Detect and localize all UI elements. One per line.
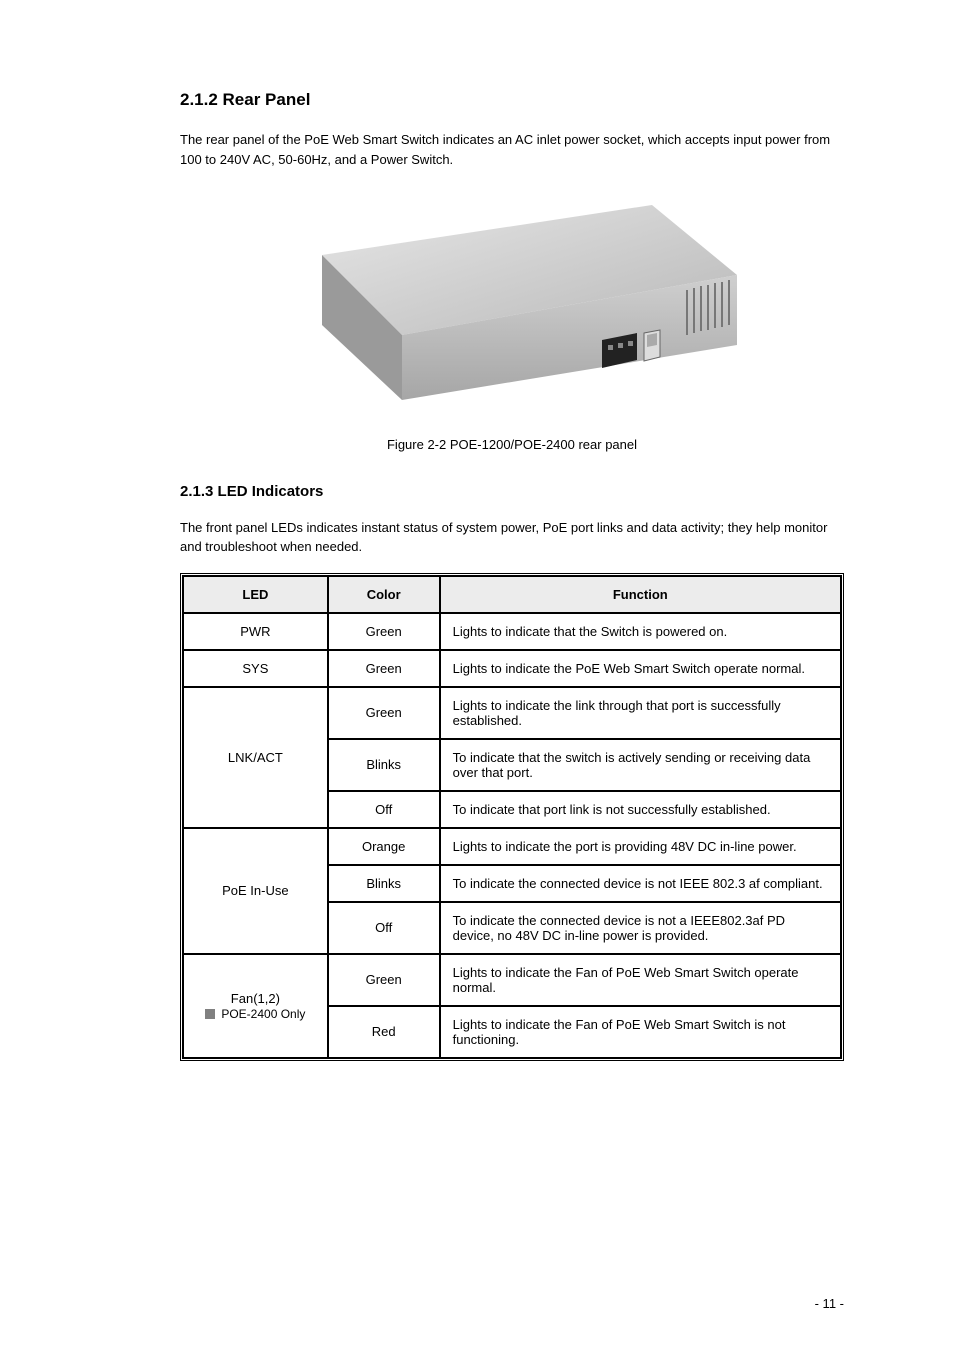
table-row-function: Lights to indicate the Fan of PoE Web Sm… [440, 954, 841, 1006]
table-row-function: To indicate the connected device is not … [440, 865, 841, 902]
led-intro: The front panel LEDs indicates instant s… [180, 518, 844, 557]
table-row-function: To indicate that the switch is actively … [440, 739, 841, 791]
th-function: Function [440, 576, 841, 613]
table-row-color: Orange [328, 828, 440, 865]
table-row-led: SYS [183, 650, 328, 687]
table-row-color: Green [328, 687, 440, 739]
led-heading: 2.1.3 LED Indicators [180, 483, 844, 500]
table-row-color: Green [328, 613, 440, 650]
rear-panel-photo [282, 185, 742, 425]
table-row-function: Lights to indicate the link through that… [440, 687, 841, 739]
table-row-color: Green [328, 650, 440, 687]
table-row-color: Blinks [328, 739, 440, 791]
th-led: LED [183, 576, 328, 613]
table-row-function: Lights to indicate the port is providing… [440, 828, 841, 865]
table-row-color: Red [328, 1006, 440, 1058]
table-row-color: Green [328, 954, 440, 1006]
table-row-led: PoE In-Use [183, 828, 328, 954]
th-color: Color [328, 576, 440, 613]
table-row-fun: Lights to indicate that the Switch is po… [440, 613, 841, 650]
table-row-led: PWR [183, 613, 328, 650]
rear-panel-intro: The rear panel of the PoE Web Smart Swit… [180, 130, 844, 169]
table-row-led: LNK/ACT [183, 687, 328, 828]
figure-caption: Figure 2-2 POE-1200/POE-2400 rear panel [180, 435, 844, 455]
table-row-function: Lights to indicate the Fan of PoE Web Sm… [440, 1006, 841, 1058]
table-row-color: Blinks [328, 865, 440, 902]
led-table: LED Color Function PWRGreenLights to ind… [180, 573, 844, 1061]
table-row-fun: Lights to indicate the PoE Web Smart Swi… [440, 650, 841, 687]
section-heading: 2.1.2 Rear Panel [180, 90, 844, 110]
table-row-led: Fan(1,2)POE-2400 Only [183, 954, 328, 1058]
table-row-color: Off [328, 902, 440, 954]
table-row-color: Off [328, 791, 440, 828]
page-number: - 11 - [815, 1296, 844, 1311]
table-row-function: To indicate that port link is not succes… [440, 791, 841, 828]
table-row-function: To indicate the connected device is not … [440, 902, 841, 954]
